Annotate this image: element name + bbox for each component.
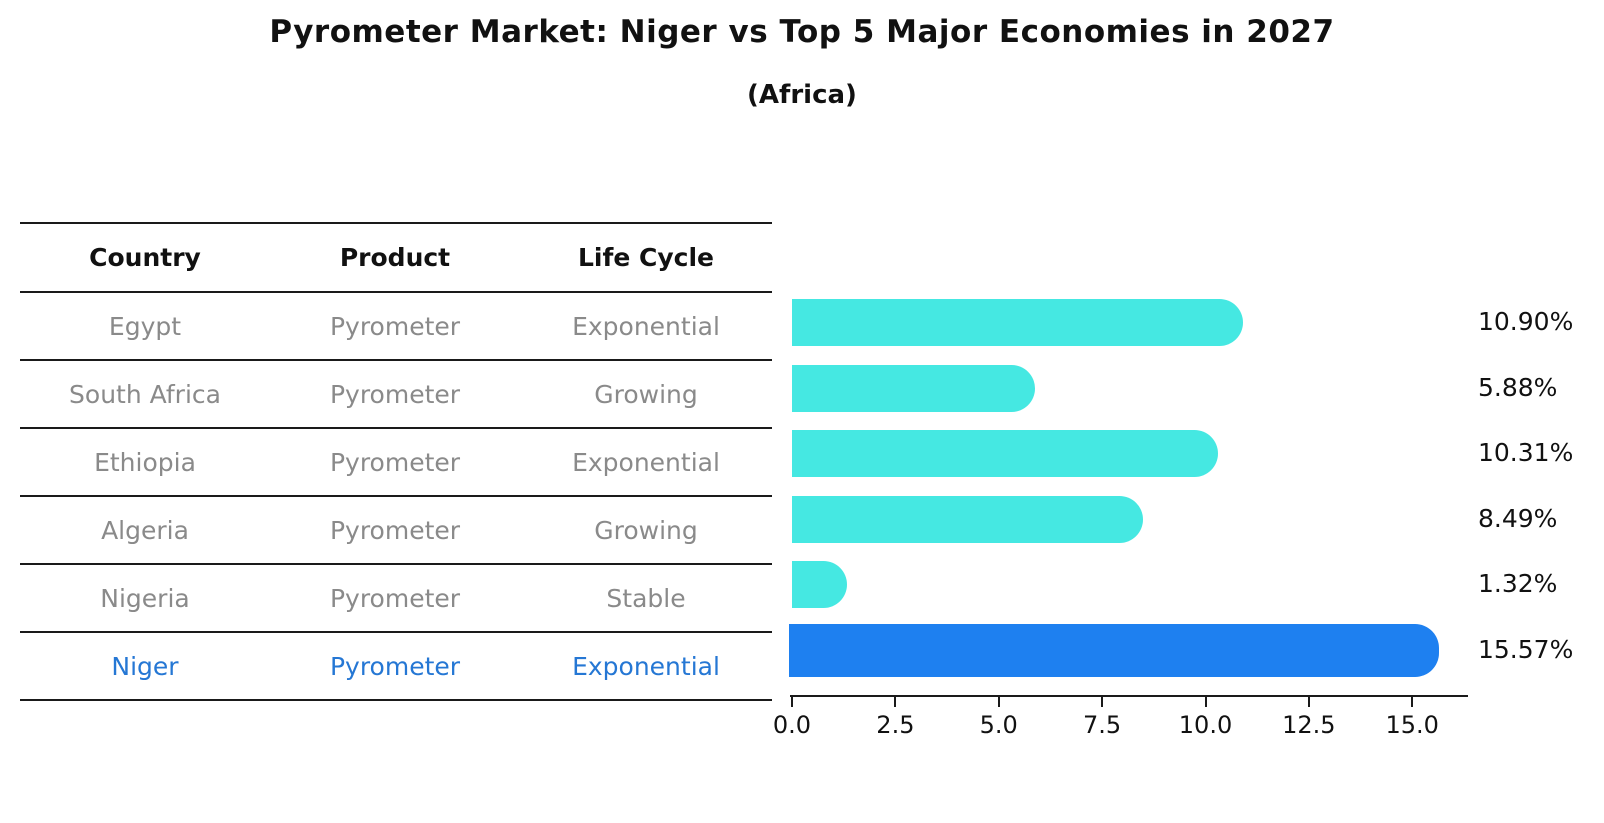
- cell-life-cycle: Exponential: [520, 292, 772, 361]
- cell-life-cycle: Stable: [520, 564, 772, 633]
- table-row: Ethiopia Pyrometer Exponential: [20, 428, 772, 497]
- column-header-life-cycle: Life Cycle: [520, 223, 772, 293]
- x-axis-tick-label: 7.5: [1083, 711, 1122, 739]
- table-header-row: Country Product Life Cycle: [20, 223, 772, 293]
- table-row: Nigeria Pyrometer Stable: [20, 564, 772, 633]
- cell-life-cycle: Exponential: [572, 651, 720, 681]
- country-table: Country Product Life Cycle Egypt Pyromet…: [20, 222, 772, 701]
- cell-country: Nigeria: [20, 564, 270, 633]
- cell-life-cycle: Exponential: [520, 428, 772, 497]
- x-axis-tick: [1101, 697, 1104, 707]
- x-axis-tick: [894, 697, 897, 707]
- cell-country: Niger: [111, 651, 179, 681]
- x-axis-tick: [1307, 697, 1310, 707]
- bar-value-label: 5.88%: [1478, 373, 1558, 402]
- x-axis-tick-label: 15.0: [1385, 711, 1439, 739]
- x-axis-tick: [791, 697, 793, 707]
- bar-egypt: [792, 299, 1243, 346]
- table-row: Egypt Pyrometer Exponential: [20, 292, 772, 361]
- chart-title: Pyrometer Market: Niger vs Top 5 Major E…: [269, 14, 1335, 50]
- cell-product: Pyrometer: [270, 564, 520, 633]
- cell-product: Pyrometer: [270, 428, 520, 497]
- bar-south-africa: [792, 365, 1036, 412]
- bar-value-label: 1.32%: [1478, 569, 1558, 598]
- cell-product: Pyrometer: [270, 292, 520, 361]
- table-row: Algeria Pyrometer Growing: [20, 496, 772, 565]
- x-axis-line: [790, 695, 1468, 697]
- chart-subtitle: (Africa): [747, 80, 857, 110]
- column-header-country: Country: [20, 223, 270, 293]
- x-axis-tick: [1204, 697, 1207, 707]
- cell-country: Ethiopia: [20, 428, 270, 497]
- x-axis-tick-label: 2.5: [876, 711, 915, 739]
- cell-country: South Africa: [20, 360, 270, 429]
- bar-value-label: 8.49%: [1478, 504, 1558, 533]
- bar-value-label: 10.31%: [1478, 438, 1574, 467]
- bar-ethiopia: [792, 430, 1219, 477]
- cell-product: Pyrometer: [329, 651, 461, 681]
- table-row-niger-highlight: Niger Pyrometer Exponential: [20, 632, 772, 700]
- cell-life-cycle: Growing: [520, 360, 772, 429]
- x-axis-tick: [997, 697, 1000, 707]
- x-axis-tick-label: 10.0: [1178, 711, 1233, 739]
- x-axis-tick: [1411, 697, 1414, 707]
- bar-value-label: 10.90%: [1478, 307, 1574, 336]
- x-axis-tick-label: 0.0: [772, 711, 812, 739]
- bar-nigeria: [792, 561, 847, 608]
- bar-niger-highlighted: [789, 624, 1439, 677]
- cell-product: Pyrometer: [270, 496, 520, 565]
- x-axis-tick-label: 12.5: [1282, 711, 1336, 739]
- column-header-product: Product: [270, 223, 520, 293]
- cell-country: Egypt: [20, 292, 270, 361]
- cell-product: Pyrometer: [270, 360, 520, 429]
- cell-life-cycle: Growing: [520, 496, 772, 565]
- table-row: South Africa Pyrometer Growing: [20, 360, 772, 429]
- bar-algeria: [792, 496, 1143, 543]
- bar-value-label: 15.57%: [1478, 635, 1574, 664]
- x-axis-tick-label: 5.0: [979, 711, 1018, 739]
- cell-country: Algeria: [20, 496, 270, 565]
